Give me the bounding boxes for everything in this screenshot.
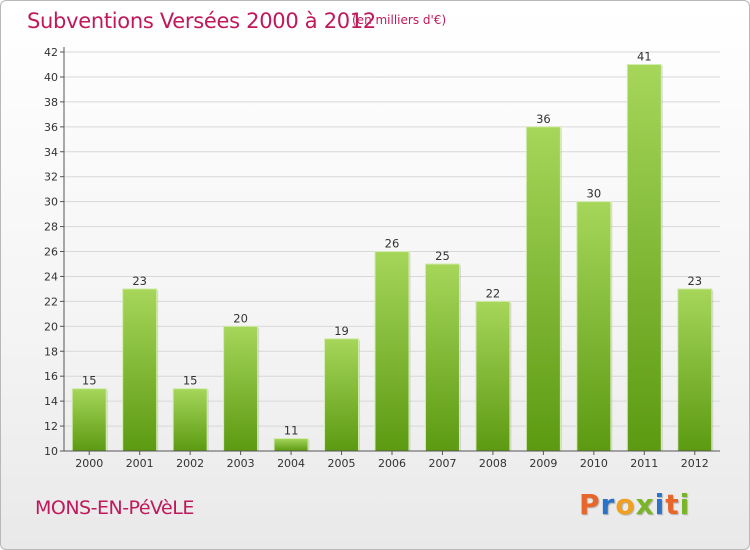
logo-letter: i — [679, 488, 691, 521]
bar-2011[interactable] — [626, 63, 662, 452]
x-tick-label: 2012 — [681, 457, 709, 470]
logo-letter: x — [635, 488, 655, 521]
y-tick-label: 12 — [44, 420, 58, 433]
chart-unit: (en milliers d'€) — [352, 13, 447, 27]
bar-2003[interactable] — [223, 325, 259, 452]
y-tick-label: 40 — [44, 71, 58, 84]
bar-value-label: 23 — [687, 274, 702, 288]
bar-2001[interactable] — [122, 288, 158, 452]
y-tick-label: 14 — [44, 395, 58, 408]
x-tick-label: 2001 — [126, 457, 154, 470]
y-tick-label: 36 — [44, 121, 58, 134]
logo-letter: i — [654, 488, 666, 521]
x-tick-label: 2005 — [328, 457, 356, 470]
logo-letter: P — [579, 488, 601, 521]
bar-2004[interactable] — [273, 438, 309, 452]
bar-value-label: 15 — [183, 374, 198, 388]
bar-value-label: 26 — [385, 237, 400, 251]
bar-2007[interactable] — [424, 263, 460, 452]
y-tick-label: 38 — [44, 96, 58, 109]
bar-value-label: 11 — [284, 424, 299, 438]
proxiti-logo[interactable]: Proxiti — [579, 488, 690, 521]
y-tick-label: 18 — [44, 345, 58, 358]
x-tick-label: 2010 — [580, 457, 608, 470]
y-tick-label: 22 — [44, 295, 58, 308]
y-tick-label: 16 — [44, 370, 58, 383]
chart-title: Subventions Versées 2000 à 2012 — [27, 9, 376, 33]
city-name: MONS-EN-PéVèLE — [35, 497, 194, 519]
axes: 10 12 14 16 18 20 22 24 26 28 30 32 34 36 38 40 42 2000 20… — [44, 46, 720, 470]
x-tick-label: 2004 — [277, 457, 305, 470]
bar-2002[interactable] — [172, 388, 208, 452]
bar-value-label: 36 — [536, 112, 551, 126]
bar-value-label: 23 — [132, 274, 147, 288]
bar-2000[interactable] — [71, 388, 107, 452]
bar-value-label: 25 — [435, 249, 450, 263]
bar-value-label: 19 — [334, 324, 349, 338]
logo-letter: t — [665, 488, 680, 521]
logo-letter: o — [615, 488, 636, 521]
bar-value-label: 41 — [637, 49, 652, 63]
bar-value-label: 20 — [233, 311, 248, 325]
x-tick-label: 2008 — [479, 457, 507, 470]
x-tick-label: 2006 — [378, 457, 406, 470]
bars: 15 23 15 20 11 19 26 25 22 36 30 41 23 — [71, 49, 714, 452]
y-tick-label: 28 — [44, 221, 58, 234]
logo-letter: r — [600, 488, 616, 521]
bar-value-label: 15 — [82, 374, 97, 388]
x-tick-label: 2000 — [75, 457, 103, 470]
y-tick-label: 32 — [44, 171, 58, 184]
bar-2008[interactable] — [475, 300, 511, 452]
y-tick-label: 10 — [44, 445, 58, 458]
bar-value-label: 30 — [587, 187, 602, 201]
y-tick-label: 30 — [44, 196, 58, 209]
bar-2010[interactable] — [576, 201, 612, 452]
y-tick-label: 26 — [44, 246, 58, 259]
x-tick-label: 2003 — [227, 457, 255, 470]
bar-2006[interactable] — [374, 251, 410, 452]
x-tick-label: 2007 — [428, 457, 456, 470]
bar-2009[interactable] — [525, 126, 561, 452]
x-tick-label: 2002 — [176, 457, 204, 470]
x-tick-label: 2009 — [529, 457, 557, 470]
y-tick-label: 42 — [44, 46, 58, 59]
bar-value-label: 22 — [486, 286, 501, 300]
bar-2005[interactable] — [324, 338, 360, 452]
bar-2012[interactable] — [677, 288, 713, 452]
x-tick-label: 2011 — [630, 457, 658, 470]
y-tick-label: 24 — [44, 270, 58, 283]
y-tick-label: 20 — [44, 320, 58, 333]
y-tick-label: 34 — [44, 146, 58, 159]
